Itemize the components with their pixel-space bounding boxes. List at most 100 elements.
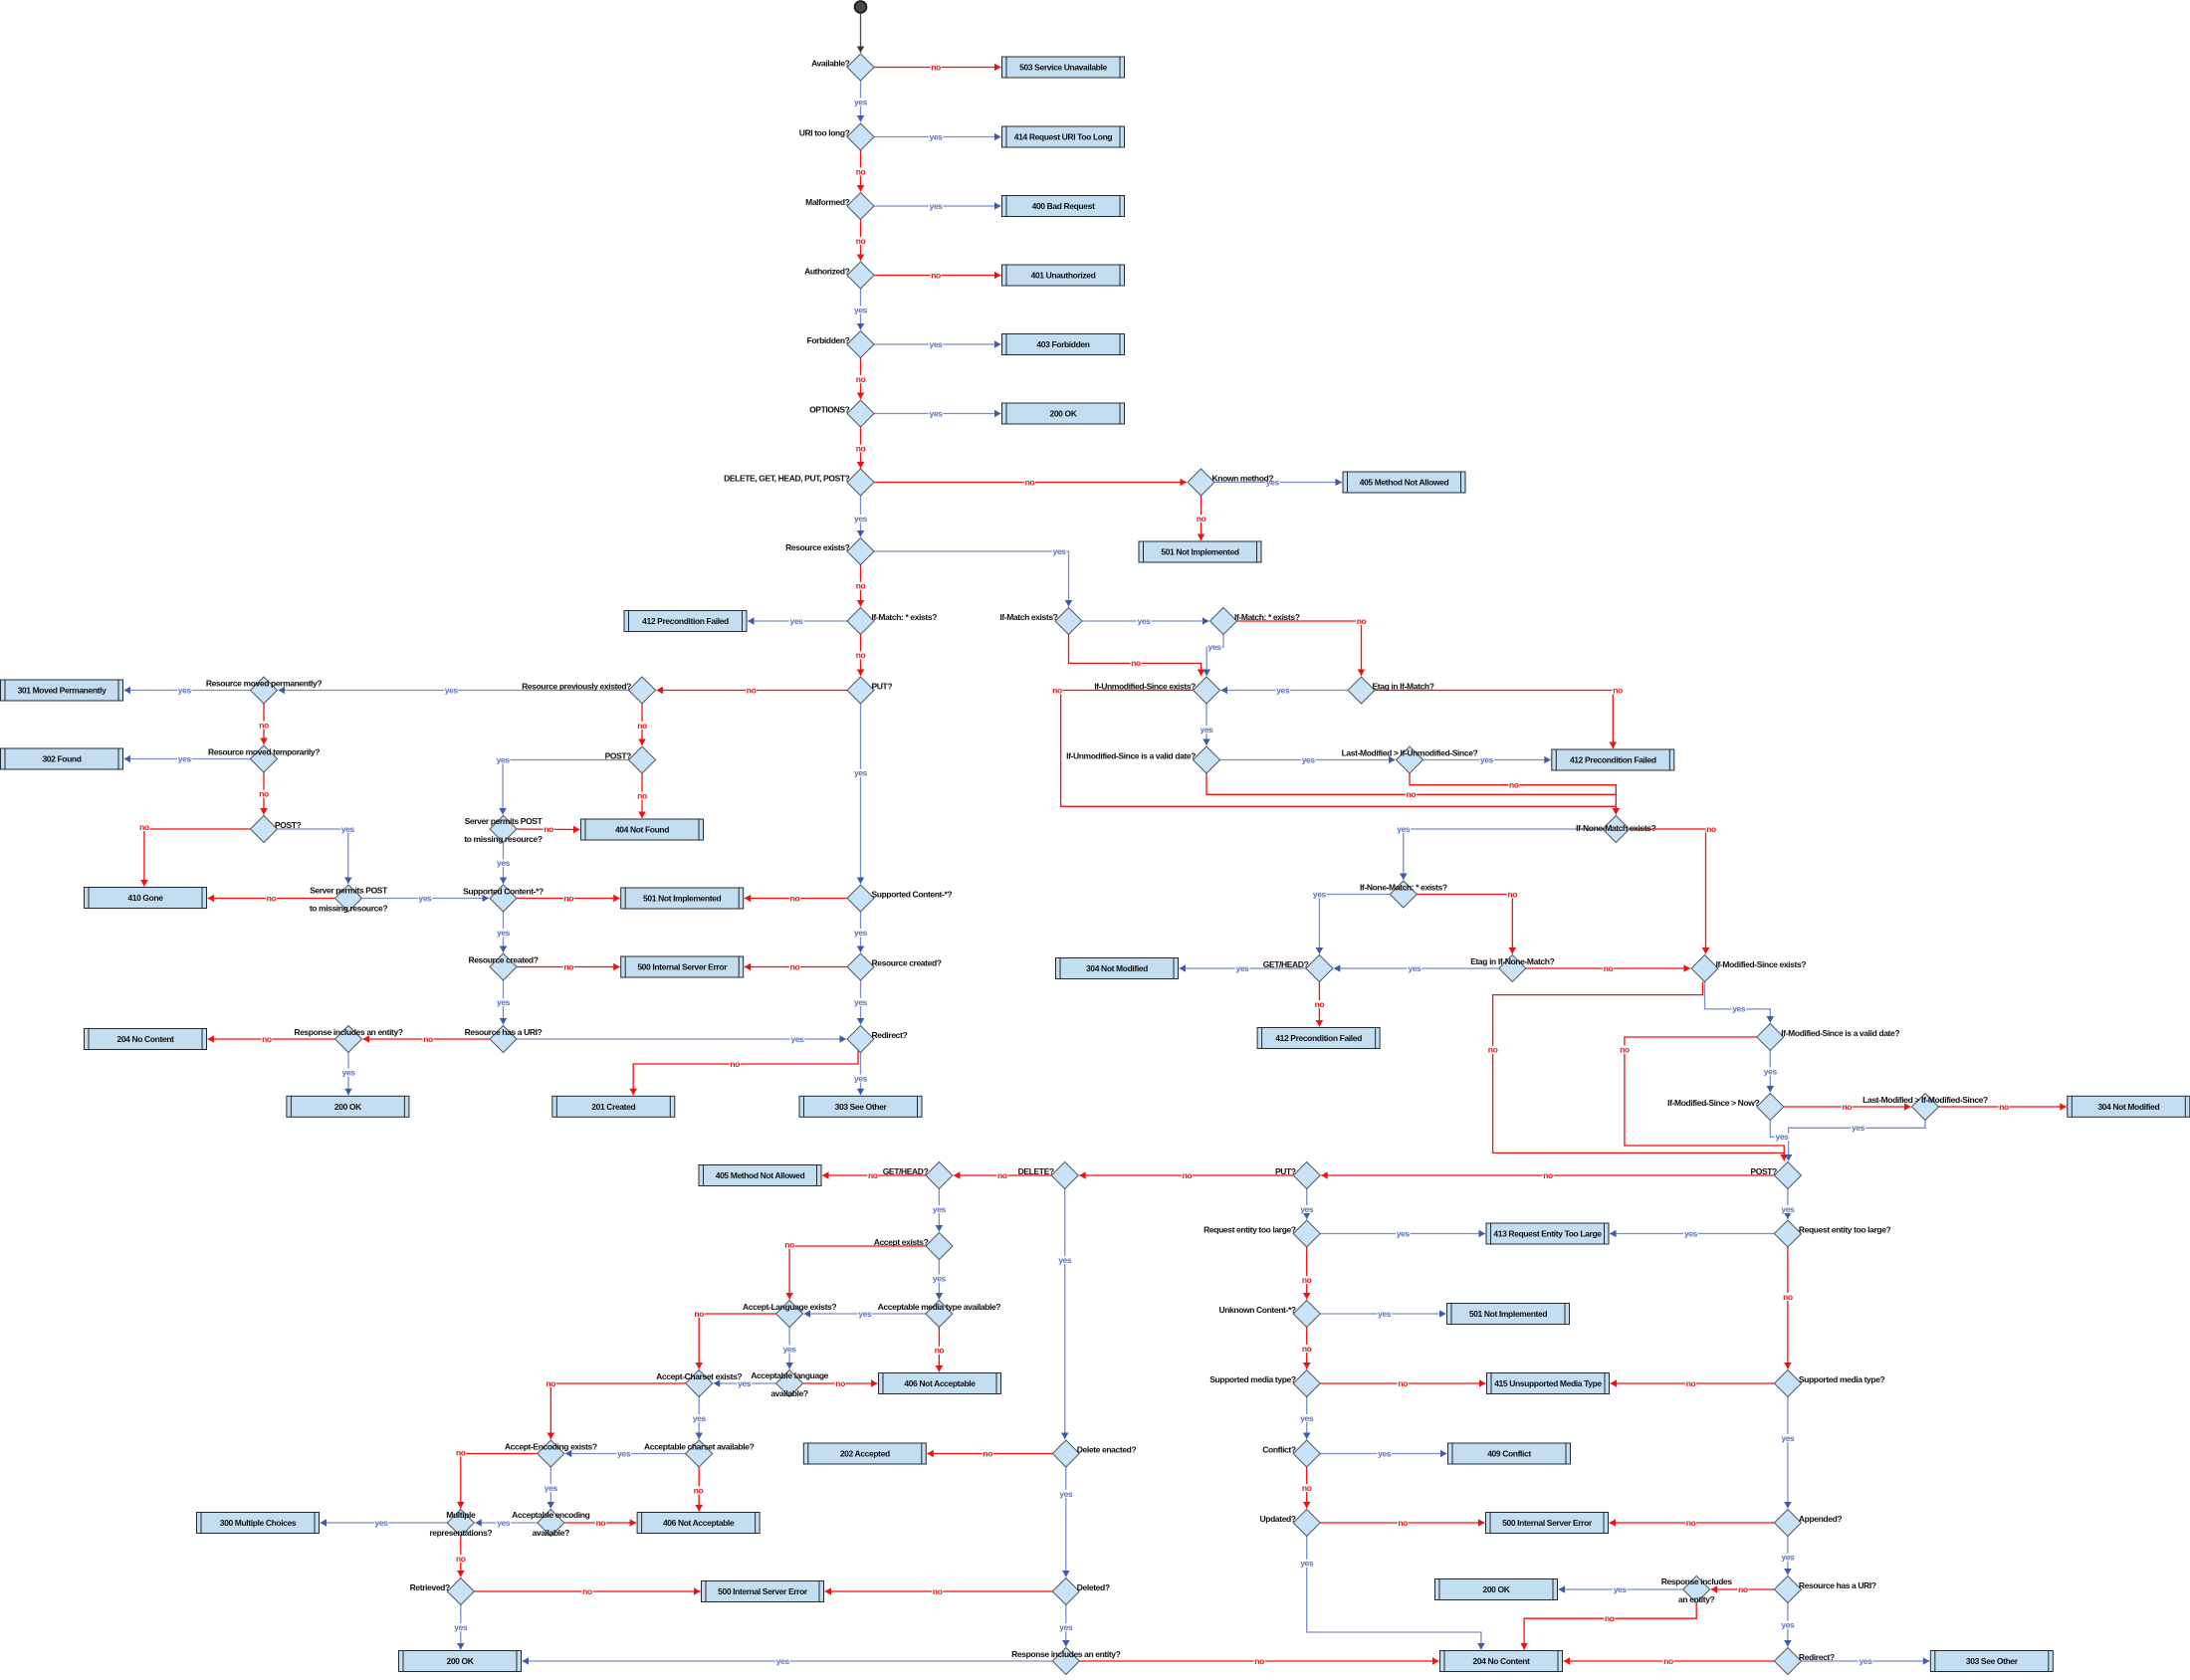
svg-text:yes: yes bbox=[738, 1378, 752, 1388]
svg-text:403 Forbidden: 403 Forbidden bbox=[1036, 339, 1089, 349]
svg-text:500 Internal Server Error: 500 Internal Server Error bbox=[637, 962, 728, 972]
svg-text:yes: yes bbox=[178, 685, 192, 695]
svg-text:no: no bbox=[868, 1170, 878, 1180]
svg-text:Resource created?: Resource created? bbox=[468, 955, 538, 965]
svg-text:Resource moved temporarily?: Resource moved temporarily? bbox=[208, 747, 320, 757]
svg-text:no: no bbox=[1398, 1518, 1408, 1528]
svg-text:no: no bbox=[730, 1059, 740, 1069]
svg-text:available?: available? bbox=[770, 1388, 807, 1398]
svg-text:no: no bbox=[856, 236, 866, 246]
svg-text:no: no bbox=[1604, 963, 1614, 973]
svg-text:Resource has a URI?: Resource has a URI? bbox=[1799, 1580, 1876, 1590]
svg-text:Response includes an entity?: Response includes an entity? bbox=[1011, 1649, 1121, 1659]
svg-text:yes: yes bbox=[341, 824, 355, 834]
svg-text:no: no bbox=[856, 374, 866, 384]
svg-text:Accept exists?: Accept exists? bbox=[874, 1237, 929, 1247]
svg-text:yes: yes bbox=[1300, 1559, 1314, 1569]
svg-text:Etag in If-Match?: Etag in If-Match? bbox=[1373, 682, 1434, 692]
svg-text:no: no bbox=[1663, 1656, 1673, 1666]
svg-text:DELETE?: DELETE? bbox=[1018, 1166, 1054, 1176]
svg-text:If-Match: * exists?: If-Match: * exists? bbox=[872, 612, 938, 622]
svg-text:yes: yes bbox=[854, 768, 868, 778]
svg-text:Deleted?: Deleted? bbox=[1077, 1582, 1110, 1592]
svg-text:POST?: POST? bbox=[275, 820, 302, 830]
svg-text:no: no bbox=[139, 822, 149, 832]
svg-text:yes: yes bbox=[933, 1204, 947, 1214]
svg-text:yes: yes bbox=[1397, 1228, 1411, 1238]
svg-text:yes: yes bbox=[790, 616, 804, 626]
svg-text:If-Modified-Since exists?: If-Modified-Since exists? bbox=[1716, 959, 1807, 969]
svg-text:yes: yes bbox=[854, 514, 868, 524]
svg-text:Last-Modified > If-Unmodified-: Last-Modified > If-Unmodified-Since? bbox=[1342, 748, 1478, 758]
svg-text:Resource previously existed?: Resource previously existed? bbox=[522, 682, 631, 692]
svg-text:412 Precondition Failed: 412 Precondition Failed bbox=[1570, 755, 1656, 765]
svg-text:Updated?: Updated? bbox=[1260, 1514, 1296, 1524]
svg-text:Accept-Encoding exists?: Accept-Encoding exists? bbox=[505, 1442, 597, 1452]
svg-text:Supported Content-*?: Supported Content-*? bbox=[463, 887, 544, 897]
svg-text:no: no bbox=[1302, 1344, 1312, 1354]
svg-text:no: no bbox=[1398, 1378, 1408, 1388]
svg-text:DELETE, GET, HEAD, PUT, POST?: DELETE, GET, HEAD, PUT, POST? bbox=[724, 474, 850, 484]
svg-text:yes: yes bbox=[1138, 616, 1152, 626]
svg-text:Acceptable language: Acceptable language bbox=[751, 1370, 828, 1380]
svg-text:yes: yes bbox=[1302, 754, 1316, 764]
svg-text:no: no bbox=[931, 270, 941, 280]
svg-text:Conflict?: Conflict? bbox=[1262, 1445, 1296, 1455]
svg-text:Accept-Charset exists?: Accept-Charset exists? bbox=[656, 1371, 742, 1381]
svg-text:yes: yes bbox=[854, 305, 868, 315]
svg-text:303 See Other: 303 See Other bbox=[1966, 1656, 2019, 1666]
svg-text:yes: yes bbox=[1684, 1228, 1698, 1238]
svg-text:Forbidden?: Forbidden? bbox=[807, 335, 850, 345]
svg-text:204 No Content: 204 No Content bbox=[116, 1034, 174, 1044]
svg-text:yes: yes bbox=[1300, 1413, 1314, 1423]
svg-text:no: no bbox=[933, 1586, 943, 1596]
svg-text:Request entity too large?: Request entity too large? bbox=[1799, 1225, 1891, 1235]
svg-text:200 OK: 200 OK bbox=[446, 1656, 474, 1666]
svg-text:yes: yes bbox=[617, 1448, 631, 1458]
svg-text:yes: yes bbox=[933, 1273, 947, 1283]
svg-text:204 No Content: 204 No Content bbox=[1472, 1656, 1530, 1666]
svg-text:no: no bbox=[262, 1034, 272, 1044]
svg-text:yes: yes bbox=[545, 1483, 558, 1493]
svg-text:URI too long?: URI too long? bbox=[799, 128, 850, 138]
svg-text:yes: yes bbox=[783, 1344, 797, 1354]
svg-text:no: no bbox=[423, 1034, 433, 1044]
svg-text:yes: yes bbox=[497, 1518, 511, 1528]
svg-text:yes: yes bbox=[791, 1034, 805, 1044]
svg-text:Response includes: Response includes bbox=[1661, 1576, 1733, 1586]
svg-text:302 Found: 302 Found bbox=[42, 754, 81, 764]
svg-text:200 OK: 200 OK bbox=[1049, 409, 1077, 419]
svg-text:yes: yes bbox=[418, 893, 432, 903]
svg-text:no: no bbox=[267, 893, 277, 903]
svg-text:yes: yes bbox=[854, 928, 868, 938]
svg-text:an entity?: an entity? bbox=[1678, 1594, 1715, 1604]
svg-text:406 Not Acceptable: 406 Not Acceptable bbox=[663, 1518, 735, 1528]
svg-text:no: no bbox=[784, 1240, 794, 1250]
svg-text:yes: yes bbox=[1378, 1309, 1392, 1319]
svg-text:406 Not Acceptable: 406 Not Acceptable bbox=[904, 1378, 976, 1388]
svg-text:yes: yes bbox=[1764, 1066, 1778, 1076]
svg-text:yes: yes bbox=[858, 1309, 872, 1319]
svg-text:Resource has a URI?: Resource has a URI? bbox=[465, 1027, 543, 1037]
svg-text:412 Precondition Failed: 412 Precondition Failed bbox=[642, 616, 729, 626]
svg-text:If-None-Match: * exists?: If-None-Match: * exists? bbox=[1360, 883, 1447, 893]
svg-text:Response includes an entity?: Response includes an entity? bbox=[294, 1027, 403, 1037]
svg-text:yes: yes bbox=[930, 408, 944, 418]
svg-text:no: no bbox=[856, 443, 866, 453]
svg-text:no: no bbox=[564, 893, 574, 903]
svg-text:no: no bbox=[1315, 999, 1325, 1009]
svg-text:no: no bbox=[637, 721, 647, 731]
svg-text:to missing resource?: to missing resource? bbox=[310, 904, 388, 914]
svg-text:yes: yes bbox=[375, 1518, 389, 1528]
svg-text:415 Unsupported Media Type: 415 Unsupported Media Type bbox=[1494, 1378, 1602, 1388]
svg-text:no: no bbox=[1508, 889, 1518, 899]
svg-text:yes: yes bbox=[1397, 824, 1411, 834]
svg-text:Server permits POST: Server permits POST bbox=[465, 816, 544, 826]
svg-text:no: no bbox=[1605, 1613, 1615, 1623]
svg-text:OPTIONS?: OPTIONS? bbox=[809, 405, 850, 415]
svg-text:no: no bbox=[856, 650, 866, 660]
svg-text:yes: yes bbox=[1276, 685, 1290, 695]
svg-text:414 Request URI Too Long: 414 Request URI Too Long bbox=[1014, 132, 1113, 142]
svg-text:yes: yes bbox=[1378, 1448, 1392, 1458]
svg-text:no: no bbox=[1843, 1102, 1853, 1112]
